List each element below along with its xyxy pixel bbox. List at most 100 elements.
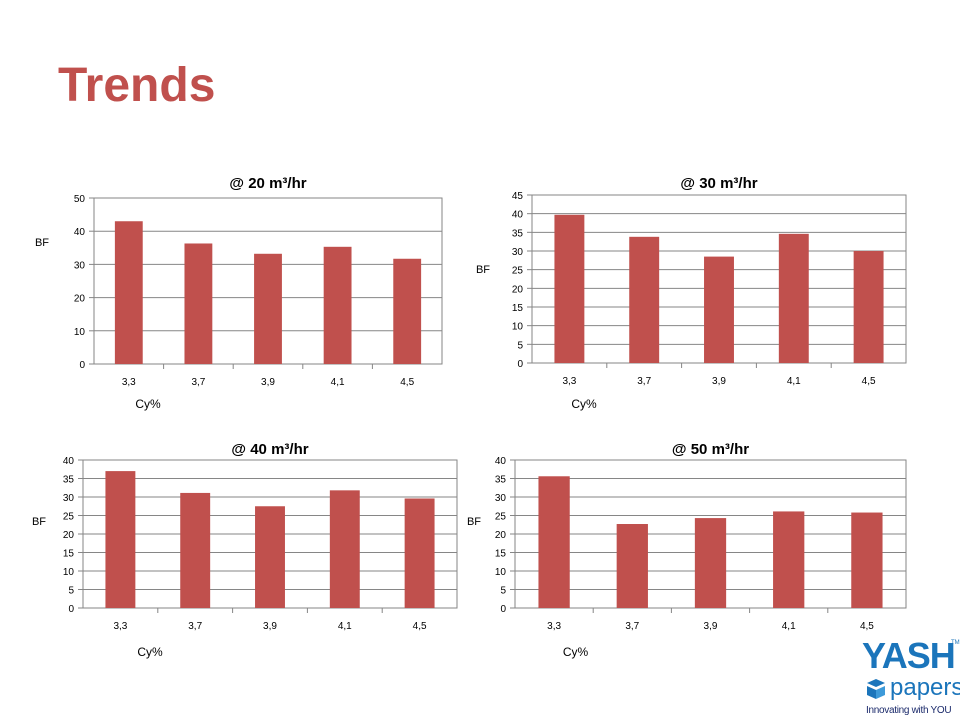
y-tick-label: 30 xyxy=(495,493,507,504)
bar xyxy=(184,243,213,364)
y-tick-label: 40 xyxy=(512,210,524,221)
x-tick-label: 3,9 xyxy=(704,621,718,632)
logo-brand: YASH xyxy=(862,635,956,676)
slide-title: Trends xyxy=(58,59,216,112)
x-tick-label: 3,7 xyxy=(191,377,205,388)
y-tick-label: 20 xyxy=(63,530,75,541)
y-tick-label: 35 xyxy=(495,475,507,486)
chart-40-m3hr: @ 40 m³/hr 0 5 10 15 20 25 30 35 40 3,3 3,7 3,9 4,1 4,… xyxy=(22,434,462,668)
y-tick-label: 15 xyxy=(512,303,524,314)
bar xyxy=(329,490,360,608)
bar xyxy=(778,233,809,363)
x-tick-label: 3,7 xyxy=(188,621,202,632)
x-tick-label: 3,3 xyxy=(113,621,127,632)
x-tick-label: 4,1 xyxy=(338,621,352,632)
y-tick-label: 25 xyxy=(512,266,524,277)
y-tick-label: 15 xyxy=(495,549,507,560)
y-tick-label: 40 xyxy=(495,456,507,467)
y-tick-label: 35 xyxy=(63,475,75,486)
bar xyxy=(323,246,352,364)
x-axis-label: Cy% xyxy=(137,645,163,659)
chart-title: @ 30 m³/hr xyxy=(680,175,757,192)
chart-50-m3hr: @ 50 m³/hr 0 5 10 15 20 25 30 35 40 3,3 3,7 3,9 4,1 4,… xyxy=(460,434,922,668)
chart-svg: @ 50 m³/hr 0 5 10 15 20 25 30 35 40 3,3 3,7 3,9 4,1 4,… xyxy=(467,441,907,659)
x-tick-label: 4,5 xyxy=(413,621,427,632)
y-tick-label: 25 xyxy=(495,512,507,523)
y-tick-label: 20 xyxy=(495,530,507,541)
chart-svg: @ 40 m³/hr 0 5 10 15 20 25 30 35 40 3,3 3,7 3,9 4,1 4,… xyxy=(32,441,458,659)
x-tick-label: 4,5 xyxy=(860,621,874,632)
y-tick-label: 35 xyxy=(512,228,524,239)
logo-product: papers xyxy=(890,674,960,701)
y-tick-label: 10 xyxy=(63,567,75,578)
y-tick-label: 25 xyxy=(63,512,75,523)
bar xyxy=(255,506,285,608)
y-tick-label: 30 xyxy=(63,493,75,504)
y-tick-label: 5 xyxy=(500,586,506,597)
yash-papers-logo: YASH TM papers Innovating with YOU xyxy=(862,635,960,718)
y-tick-label: 5 xyxy=(517,340,523,351)
y-tick-label: 0 xyxy=(517,359,523,370)
bar xyxy=(694,518,727,608)
bar xyxy=(105,471,136,608)
bar xyxy=(180,492,211,608)
x-tick-label: 4,1 xyxy=(782,621,796,632)
chart-svg: @ 20 m³/hr 0 10 20 30 40 50 3,3 3,7 3,9 4,1 4,5 BF Cy… xyxy=(35,175,443,411)
y-tick-label: 0 xyxy=(68,604,74,615)
bar xyxy=(554,214,585,363)
chart-title: @ 20 m³/hr xyxy=(229,175,306,192)
y-tick-label: 30 xyxy=(512,247,524,258)
y-tick-label: 30 xyxy=(74,260,86,271)
bar xyxy=(616,524,648,608)
paper-stack-icon xyxy=(867,679,885,699)
bar xyxy=(853,251,884,363)
x-axis-label: Cy% xyxy=(571,397,597,411)
logo-tagline: Innovating with YOU xyxy=(866,705,952,716)
bar xyxy=(851,512,883,608)
x-tick-label: 4,1 xyxy=(787,376,801,387)
x-tick-label: 3,3 xyxy=(122,377,136,388)
y-tick-label: 45 xyxy=(512,191,524,202)
bar xyxy=(704,256,734,363)
y-tick-label: 10 xyxy=(512,322,524,333)
bar xyxy=(254,253,282,364)
logo-trademark: TM xyxy=(951,640,960,646)
y-tick-label: 20 xyxy=(512,284,524,295)
x-tick-label: 4,5 xyxy=(400,377,414,388)
y-tick-label: 40 xyxy=(63,456,75,467)
y-tick-label: 15 xyxy=(63,549,75,560)
y-tick-label: 5 xyxy=(68,586,74,597)
y-tick-label: 40 xyxy=(74,227,86,238)
y-tick-label: 10 xyxy=(74,327,86,338)
chart-20-m3hr: @ 20 m³/hr 0 10 20 30 40 50 3,3 3,7 3,9 4,1 4,5 BF Cy… xyxy=(22,168,462,418)
x-tick-label: 3,7 xyxy=(625,621,639,632)
x-tick-label: 4,1 xyxy=(331,377,345,388)
x-tick-label: 3,9 xyxy=(263,621,277,632)
y-axis-label: BF xyxy=(476,264,490,276)
chart-title: @ 40 m³/hr xyxy=(231,441,308,458)
x-tick-label: 3,3 xyxy=(547,621,561,632)
x-axis-label: Cy% xyxy=(563,645,589,659)
chart-svg: @ 30 m³/hr 0 5 10 15 20 25 30 35 40 45 3,3 3,7 3,9 4,1… xyxy=(476,175,907,411)
bar xyxy=(393,258,422,364)
y-axis-label: BF xyxy=(467,516,481,528)
x-tick-label: 3,9 xyxy=(712,376,726,387)
x-tick-label: 3,9 xyxy=(261,377,275,388)
y-tick-label: 10 xyxy=(495,567,507,578)
bar xyxy=(538,476,570,608)
y-tick-label: 0 xyxy=(500,604,506,615)
chart-30-m3hr: @ 30 m³/hr 0 5 10 15 20 25 30 35 40 45 3,3 3,7 3,9 4,1… xyxy=(472,168,922,418)
y-tick-label: 50 xyxy=(74,194,86,205)
bar xyxy=(404,498,435,608)
chart-title: @ 50 m³/hr xyxy=(672,441,749,458)
y-tick-label: 0 xyxy=(79,360,85,371)
bar xyxy=(773,511,805,608)
y-axis-label: BF xyxy=(32,516,46,528)
bar xyxy=(629,236,660,363)
x-axis-label: Cy% xyxy=(135,397,161,411)
y-axis-label: BF xyxy=(35,237,49,249)
bar xyxy=(114,221,143,364)
y-tick-label: 20 xyxy=(74,294,86,305)
x-tick-label: 3,7 xyxy=(637,376,651,387)
x-tick-label: 3,3 xyxy=(562,376,576,387)
